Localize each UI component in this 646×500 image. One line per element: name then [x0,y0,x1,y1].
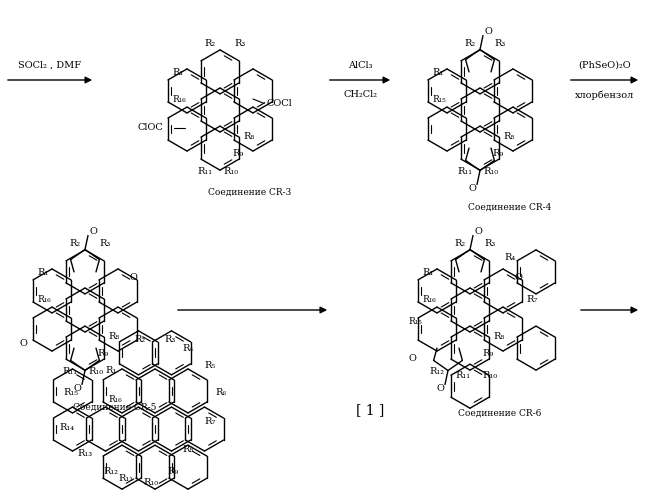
Text: R₁₆: R₁₆ [172,94,186,104]
Text: R₂: R₂ [69,239,81,248]
Text: R₁: R₁ [422,268,434,277]
Text: Соединение CR-5: Соединение CR-5 [73,402,157,411]
Text: COCl: COCl [266,99,292,108]
Text: O: O [19,338,27,347]
Text: O: O [73,384,81,393]
Text: AlCl₃: AlCl₃ [348,61,372,70]
Text: R₉: R₉ [492,150,503,158]
Text: R₈: R₈ [503,132,514,141]
Text: хлорбензол: хлорбензол [575,90,634,100]
Text: O: O [468,184,476,193]
Text: CH₂Cl₂: CH₂Cl₂ [343,90,377,99]
Text: R₆: R₆ [215,388,227,397]
Text: R₁₁: R₁₁ [456,372,471,380]
Text: R₃: R₃ [99,239,110,248]
Text: R₇: R₇ [204,416,216,426]
Text: O: O [436,384,444,393]
Text: ClOC: ClOC [137,123,163,132]
Text: R₂: R₂ [454,239,466,248]
Text: O: O [474,227,482,236]
Text: O: O [484,27,492,36]
Text: SOCl₂ , DMF: SOCl₂ , DMF [19,61,81,70]
Text: (PhSeO)₂O: (PhSeO)₂O [578,61,630,70]
Text: R₁₂: R₁₂ [103,467,118,476]
Text: R₇: R₇ [526,294,537,304]
Text: R₂: R₂ [464,39,475,48]
Text: R₁₂: R₁₂ [430,367,444,376]
Text: R₂: R₂ [204,39,216,48]
Text: R₁₄: R₁₄ [59,423,74,432]
Text: R₉: R₉ [482,350,494,358]
Text: R₉: R₉ [97,350,109,358]
Text: R₃: R₃ [494,39,506,48]
Text: R₁₁: R₁₁ [62,367,77,376]
Text: O: O [89,227,97,236]
Text: R₃: R₃ [234,39,245,48]
Text: Соединение CR-4: Соединение CR-4 [468,202,552,211]
Text: R₂: R₂ [134,335,145,344]
Text: R₁₆: R₁₆ [37,294,51,304]
Text: R₁₁: R₁₁ [119,474,134,482]
Text: O: O [514,272,523,281]
Text: Соединение CR-6: Соединение CR-6 [458,409,542,418]
Text: O: O [409,354,417,363]
Text: R₉: R₉ [167,467,178,476]
Text: R₃: R₃ [484,239,495,248]
Text: R₃: R₃ [164,335,176,344]
Text: R₈: R₈ [243,132,255,141]
Text: R₁: R₁ [37,268,49,277]
Text: R₁₀: R₁₀ [143,478,158,487]
Text: R₉: R₉ [232,150,244,158]
Text: R₁₀: R₁₀ [482,372,497,380]
Text: R₁₅: R₁₅ [408,316,422,326]
Text: R₁: R₁ [433,68,444,77]
Text: R₁₀: R₁₀ [224,167,238,176]
Text: R₄: R₄ [182,344,194,353]
Text: R₁₁: R₁₁ [197,167,212,176]
Text: [ 1 ]: [ 1 ] [356,403,384,417]
Text: R₁: R₁ [172,68,184,77]
Text: R₈: R₈ [493,332,505,341]
Text: R₄: R₄ [504,252,516,262]
Text: R₈: R₈ [182,445,194,454]
Text: R₈: R₈ [108,332,120,341]
Text: R₁₀: R₁₀ [89,367,103,376]
Text: R₁₁: R₁₁ [457,167,472,176]
Text: R₁₀: R₁₀ [483,167,499,176]
Text: R₁₆: R₁₆ [422,294,436,304]
Text: O: O [129,272,138,281]
Text: R₁₃: R₁₃ [77,450,92,458]
Text: R₁₅: R₁₅ [64,388,79,397]
Text: R₁₆: R₁₆ [109,394,122,404]
Text: Соединение CR-3: Соединение CR-3 [209,188,291,196]
Text: R₅: R₅ [204,362,216,370]
Text: R₁₅: R₁₅ [432,94,446,104]
Text: R₁: R₁ [105,366,117,375]
